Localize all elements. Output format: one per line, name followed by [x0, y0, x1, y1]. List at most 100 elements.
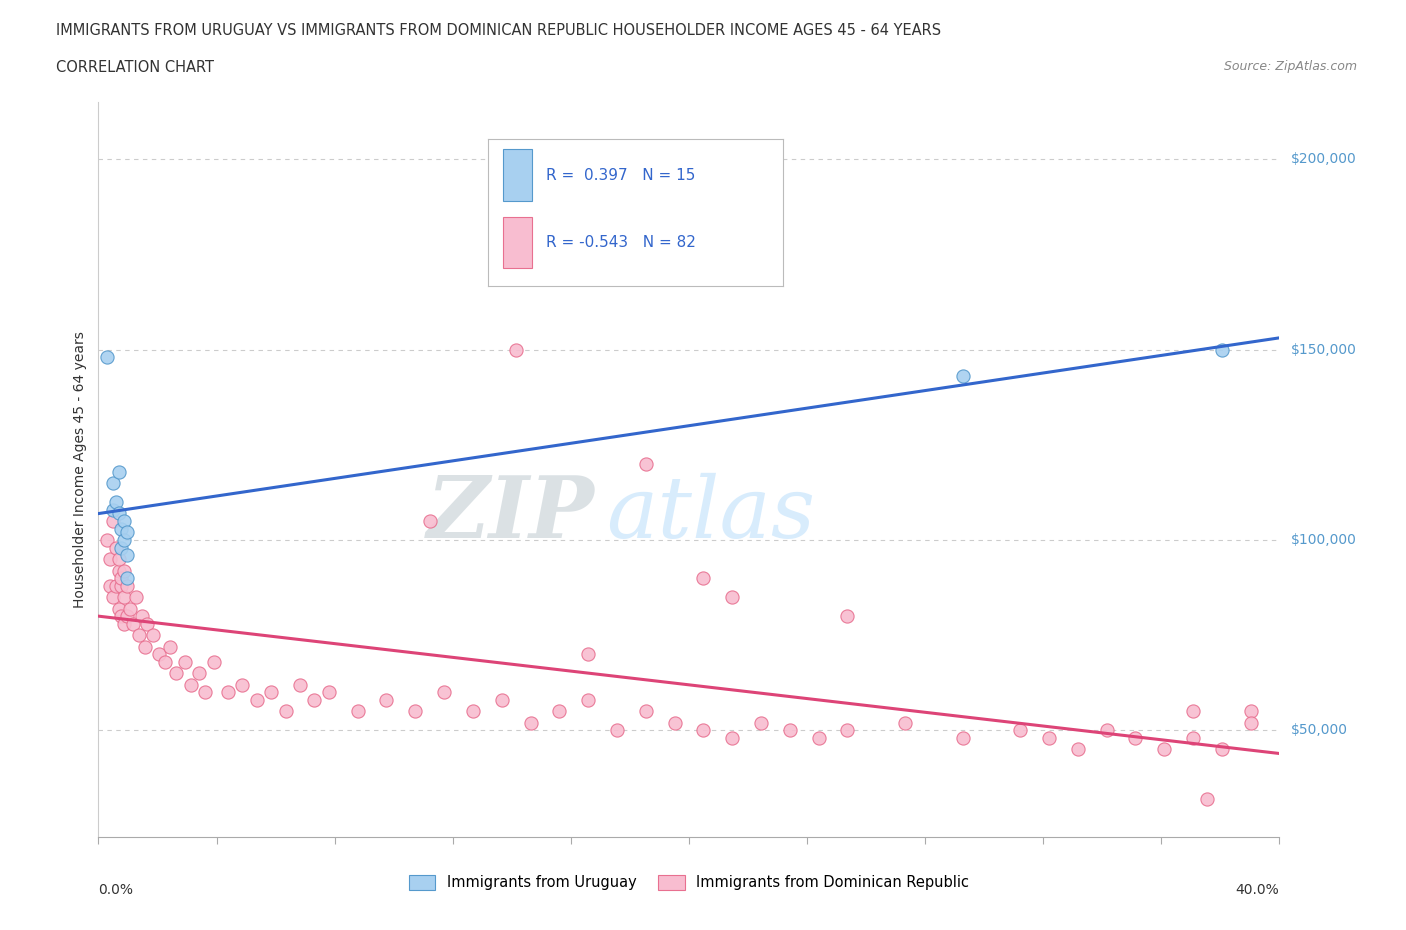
- Point: [128, 628, 150, 643]
- Point: [1211, 342, 1233, 357]
- Point: [1038, 731, 1060, 746]
- Point: [419, 513, 441, 528]
- Point: [101, 475, 124, 490]
- Point: [194, 684, 217, 699]
- Point: [112, 513, 135, 528]
- Point: [1240, 704, 1263, 719]
- Point: [173, 655, 195, 670]
- Point: [692, 723, 714, 737]
- Text: $150,000: $150,000: [1291, 343, 1357, 357]
- Text: atlas: atlas: [606, 472, 815, 555]
- Point: [115, 525, 138, 540]
- Point: [115, 578, 138, 593]
- Text: Source: ZipAtlas.com: Source: ZipAtlas.com: [1223, 60, 1357, 73]
- Point: [837, 609, 859, 624]
- Point: [148, 647, 170, 662]
- Point: [112, 563, 135, 578]
- Point: [101, 590, 124, 604]
- Point: [107, 464, 129, 479]
- Point: [606, 723, 628, 737]
- Point: [576, 693, 599, 708]
- Point: [1125, 731, 1147, 746]
- Point: [807, 731, 830, 746]
- Point: [110, 578, 132, 593]
- Point: [142, 628, 165, 643]
- Point: [721, 590, 744, 604]
- Point: [634, 704, 657, 719]
- Point: [779, 723, 801, 737]
- Point: [115, 571, 138, 586]
- Point: [131, 609, 153, 624]
- Point: [101, 513, 124, 528]
- Point: [98, 578, 121, 593]
- Point: [1211, 742, 1233, 757]
- Point: [110, 540, 132, 555]
- Point: [1010, 723, 1032, 737]
- Point: [112, 617, 135, 631]
- Point: [692, 571, 714, 586]
- Point: [288, 677, 311, 692]
- Point: [112, 533, 135, 548]
- Point: [1182, 731, 1205, 746]
- Point: [153, 655, 176, 670]
- Text: $200,000: $200,000: [1291, 153, 1357, 166]
- Point: [1153, 742, 1175, 757]
- Point: [952, 731, 974, 746]
- Point: [107, 563, 129, 578]
- Point: [136, 617, 159, 631]
- Point: [346, 704, 368, 719]
- Point: [404, 704, 426, 719]
- Point: [721, 731, 744, 746]
- Point: [110, 571, 132, 586]
- Text: IMMIGRANTS FROM URUGUAY VS IMMIGRANTS FROM DOMINICAN REPUBLIC HOUSEHOLDER INCOME: IMMIGRANTS FROM URUGUAY VS IMMIGRANTS FR…: [56, 23, 942, 38]
- Point: [375, 693, 398, 708]
- Point: [634, 457, 657, 472]
- Point: [110, 609, 132, 624]
- Point: [110, 521, 132, 536]
- Point: [104, 540, 127, 555]
- Legend: Immigrants from Uruguay, Immigrants from Dominican Republic: Immigrants from Uruguay, Immigrants from…: [404, 869, 974, 896]
- Point: [246, 693, 269, 708]
- Point: [505, 342, 527, 357]
- Point: [548, 704, 571, 719]
- Text: $100,000: $100,000: [1291, 533, 1357, 547]
- Y-axis label: Householder Income Ages 45 - 64 years: Householder Income Ages 45 - 64 years: [73, 331, 87, 608]
- Text: ZIP: ZIP: [426, 472, 595, 555]
- Point: [749, 715, 772, 730]
- Point: [1182, 704, 1205, 719]
- Point: [274, 704, 297, 719]
- Point: [112, 590, 135, 604]
- Point: [115, 609, 138, 624]
- Point: [159, 639, 181, 654]
- Point: [231, 677, 253, 692]
- Point: [122, 617, 145, 631]
- Point: [98, 551, 121, 566]
- Point: [104, 578, 127, 593]
- Point: [188, 666, 211, 681]
- Point: [433, 684, 456, 699]
- Point: [1067, 742, 1090, 757]
- Point: [461, 704, 484, 719]
- Point: [894, 715, 917, 730]
- Point: [519, 715, 541, 730]
- Point: [107, 551, 129, 566]
- Point: [952, 369, 974, 384]
- Point: [664, 715, 686, 730]
- Point: [120, 601, 142, 616]
- Point: [260, 684, 283, 699]
- Point: [125, 590, 148, 604]
- Point: [115, 548, 138, 563]
- Point: [107, 506, 129, 521]
- Text: $50,000: $50,000: [1291, 724, 1347, 737]
- Point: [318, 684, 340, 699]
- Point: [96, 533, 118, 548]
- Point: [107, 601, 129, 616]
- Point: [576, 647, 599, 662]
- Point: [1197, 791, 1219, 806]
- Text: CORRELATION CHART: CORRELATION CHART: [56, 60, 214, 75]
- Point: [165, 666, 187, 681]
- Point: [180, 677, 202, 692]
- Point: [134, 639, 156, 654]
- Point: [1095, 723, 1118, 737]
- Point: [304, 693, 326, 708]
